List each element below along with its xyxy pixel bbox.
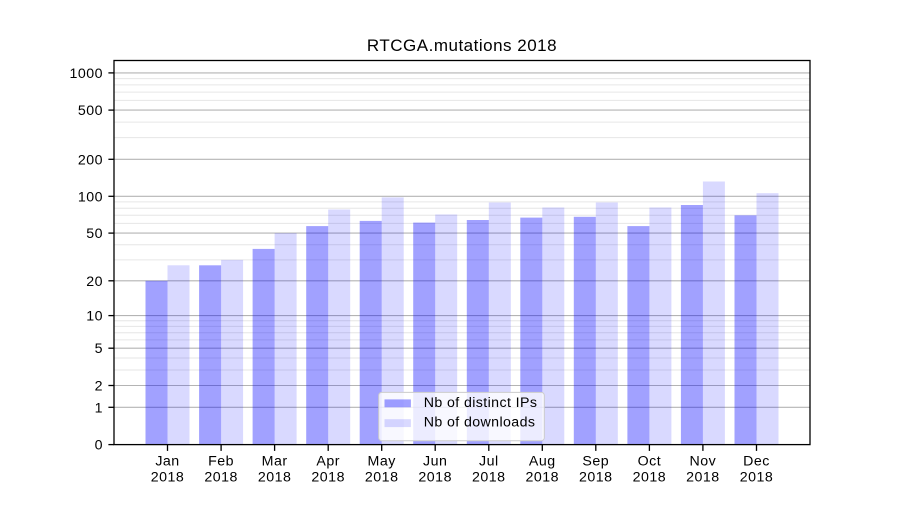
svg-text:2018: 2018 (526, 470, 560, 486)
svg-text:Sep: Sep (582, 454, 609, 470)
svg-text:2018: 2018 (740, 470, 774, 486)
svg-text:Jan: Jan (155, 454, 179, 470)
svg-text:Dec: Dec (743, 454, 770, 470)
svg-text:Oct: Oct (638, 454, 662, 470)
svg-text:Feb: Feb (208, 454, 234, 470)
svg-text:50: 50 (86, 226, 103, 242)
svg-text:Jul: Jul (479, 454, 499, 470)
svg-text:5: 5 (95, 341, 103, 357)
svg-text:2018: 2018 (633, 470, 667, 486)
svg-text:Apr: Apr (316, 454, 340, 470)
svg-text:2018: 2018 (311, 470, 345, 486)
svg-text:Nov: Nov (690, 454, 717, 470)
svg-text:Jun: Jun (423, 454, 447, 470)
svg-text:2018: 2018 (258, 470, 292, 486)
svg-text:Mar: Mar (262, 454, 288, 470)
svg-text:Nb of downloads: Nb of downloads (424, 415, 536, 431)
svg-text:Aug: Aug (529, 454, 556, 470)
svg-text:500: 500 (78, 103, 103, 119)
svg-text:1: 1 (95, 400, 103, 416)
svg-text:2018: 2018 (204, 470, 238, 486)
svg-text:May: May (368, 454, 397, 470)
svg-text:2018: 2018 (151, 470, 185, 486)
svg-text:2: 2 (95, 379, 103, 395)
svg-text:20: 20 (86, 274, 103, 290)
svg-text:0: 0 (95, 438, 103, 454)
svg-text:RTCGA.mutations 2018: RTCGA.mutations 2018 (367, 36, 557, 55)
svg-text:10: 10 (86, 309, 103, 325)
svg-text:1000: 1000 (69, 66, 103, 82)
svg-text:2018: 2018 (472, 470, 506, 486)
svg-text:100: 100 (78, 189, 103, 205)
svg-text:200: 200 (78, 152, 103, 168)
svg-text:2018: 2018 (686, 470, 720, 486)
svg-text:Nb of distinct IPs: Nb of distinct IPs (424, 395, 538, 411)
svg-text:2018: 2018 (579, 470, 613, 486)
svg-text:2018: 2018 (365, 470, 399, 486)
svg-text:2018: 2018 (418, 470, 452, 486)
